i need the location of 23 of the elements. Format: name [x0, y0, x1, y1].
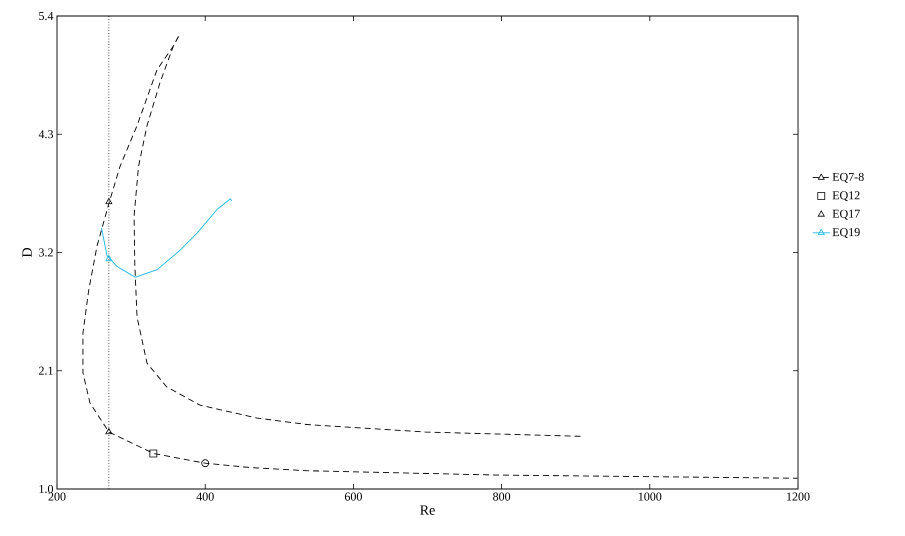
point [105, 255, 112, 262]
point [149, 450, 158, 458]
x-tick-label: 1200 [787, 492, 810, 501]
y-tick-label: 3.2 [39, 248, 53, 257]
legend-label: EQ19 [832, 228, 860, 238]
line-series [101, 198, 232, 278]
point [105, 428, 112, 434]
legend-label: EQ17 [832, 210, 860, 220]
x-tick-label: 1000 [638, 492, 662, 501]
y-tick-label: 4.3 [38, 130, 54, 138]
point [201, 459, 210, 468]
y-axis-title: D [22, 248, 32, 258]
x-tick-label: 400 [196, 492, 214, 501]
legend-label: EQ12 [832, 191, 860, 202]
x-tick-label: 800 [493, 492, 510, 501]
legend-label: EQ7-8 [832, 172, 864, 183]
y-tick-label: 2.1 [39, 366, 53, 375]
y-tick-label: 1.0 [40, 484, 54, 494]
x-tick-label: 600 [344, 492, 362, 501]
y-tick-label: 5.4 [39, 12, 54, 20]
x-tick-label: 200 [48, 492, 66, 501]
point [105, 198, 112, 204]
x-axis-title: Re [420, 505, 435, 515]
